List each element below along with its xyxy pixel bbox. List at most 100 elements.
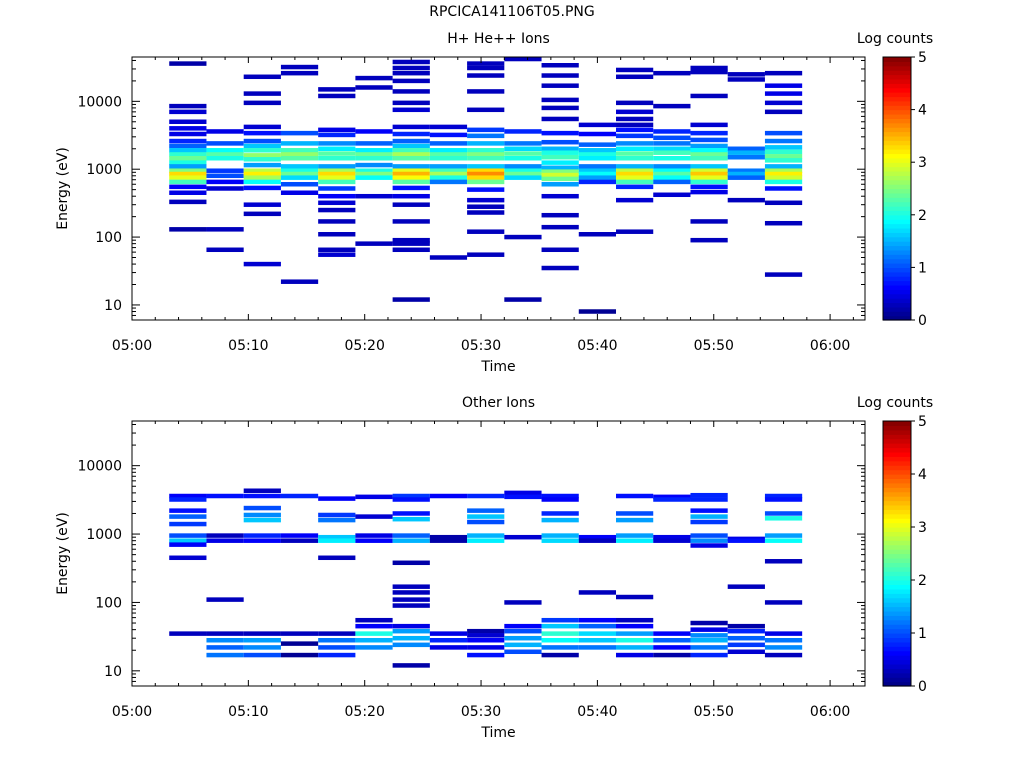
heatmap-cell (578, 309, 617, 314)
heatmap-cell (467, 538, 505, 543)
heatmap-cell (616, 645, 654, 650)
heatmap-cell (764, 645, 803, 650)
heatmap-cell (578, 645, 617, 650)
y-axis-label: Energy (eV) (55, 512, 71, 595)
heatmap-cell (169, 103, 207, 109)
colorbar-step (883, 149, 911, 155)
page-title: RPCICA141106T05.PNG (429, 4, 595, 20)
y-tick-label: 10 (104, 298, 122, 314)
heatmap-cell (467, 638, 505, 643)
heatmap-cell (616, 538, 654, 543)
heatmap-cell (243, 517, 281, 523)
heatmap-cell (690, 189, 728, 195)
heatmap-cell (504, 649, 542, 655)
heatmap-cell (318, 538, 356, 543)
heatmap-cell (243, 631, 281, 636)
heatmap-cell (727, 77, 765, 82)
heatmap-cell (206, 186, 244, 191)
heatmap-cell (727, 649, 765, 655)
colorbar-tick-label: 4 (918, 467, 927, 483)
colorbar-step (883, 447, 911, 453)
heatmap-cell (764, 164, 803, 169)
colorbar-step (883, 677, 911, 683)
heatmap-cell (392, 89, 430, 94)
colorbar-step (883, 87, 911, 93)
heatmap-cell (467, 508, 505, 513)
heatmap-cell (504, 234, 542, 240)
heatmap-cell (392, 511, 430, 516)
colorbar-step (883, 504, 911, 510)
heatmap-cell (169, 168, 207, 173)
heatmap-cell (169, 143, 207, 149)
heatmap-cell (690, 179, 728, 185)
heatmap-cell (206, 493, 244, 499)
heatmap-cell (467, 107, 505, 113)
heatmap-cell (541, 212, 579, 218)
heatmap-cell (541, 63, 579, 68)
heatmap-cell (429, 175, 468, 180)
heatmap-cell (429, 124, 468, 130)
heatmap-cell (206, 645, 244, 650)
heatmap-cell (690, 148, 728, 153)
heatmap-cell (355, 168, 393, 173)
colorbar-step (883, 70, 911, 76)
heatmap-cell (578, 171, 617, 177)
heatmap-cell (467, 164, 505, 169)
colorbar-step (883, 302, 911, 308)
heatmap-cell (243, 538, 281, 543)
heatmap-cell (690, 69, 728, 75)
colorbar-step (883, 637, 911, 643)
heatmap-cell (764, 652, 803, 658)
x-tick-label: 06:00 (810, 338, 850, 354)
colorbar-step (883, 615, 911, 621)
heatmap-cell (727, 175, 765, 180)
heatmap-cell (578, 631, 617, 636)
heatmap-cell (541, 617, 579, 623)
heatmap-cell (541, 645, 579, 650)
colorbar-step (883, 429, 911, 435)
heatmap-cell (690, 620, 728, 626)
heatmap-cell (243, 638, 281, 643)
heatmap-cell (318, 146, 356, 152)
heatmap-cell (653, 150, 691, 155)
colorbar-step (883, 170, 911, 176)
heatmap-cell (504, 642, 542, 648)
heatmap-cell (764, 538, 803, 543)
heatmap-cell (616, 638, 654, 643)
colorbar-step (883, 659, 911, 665)
heatmap-cell (764, 91, 803, 96)
colorbar-step (883, 210, 911, 216)
heatmap-cell (169, 164, 207, 169)
heatmap-cell (429, 171, 468, 177)
heatmap-cell (206, 168, 244, 173)
y-tick-label: 100 (95, 230, 122, 246)
heatmap-cell (318, 87, 356, 92)
heatmap-cell (653, 631, 691, 636)
heatmap-cell (690, 514, 728, 519)
heatmap-cell (764, 220, 803, 226)
heatmap-cell (467, 210, 505, 215)
heatmap-cell (541, 533, 579, 538)
colorbar-tick-label: 2 (918, 573, 927, 589)
heatmap-cell (616, 116, 654, 122)
colorbar-step (883, 61, 911, 67)
heatmap-cell (318, 555, 356, 561)
heatmap-cell (690, 122, 728, 128)
heatmap-cell (616, 141, 654, 146)
colorbar-step (883, 509, 911, 515)
heatmap-cell (243, 533, 281, 538)
heatmap-cell (616, 133, 654, 139)
heatmap-cell (467, 204, 505, 209)
x-tick-label: 05:50 (694, 338, 734, 354)
heatmap-cell (653, 494, 691, 500)
heatmap-cell (392, 107, 430, 113)
colorbar-step (883, 518, 911, 524)
heatmap-cell (690, 543, 728, 548)
heatmap-cell (355, 241, 393, 246)
heatmap-cell (653, 70, 691, 76)
heatmap-cell (764, 109, 803, 115)
heatmap-cell (690, 533, 728, 538)
colorbar-step (883, 232, 911, 238)
heatmap-cell (653, 141, 691, 146)
colorbar-step (883, 650, 911, 656)
